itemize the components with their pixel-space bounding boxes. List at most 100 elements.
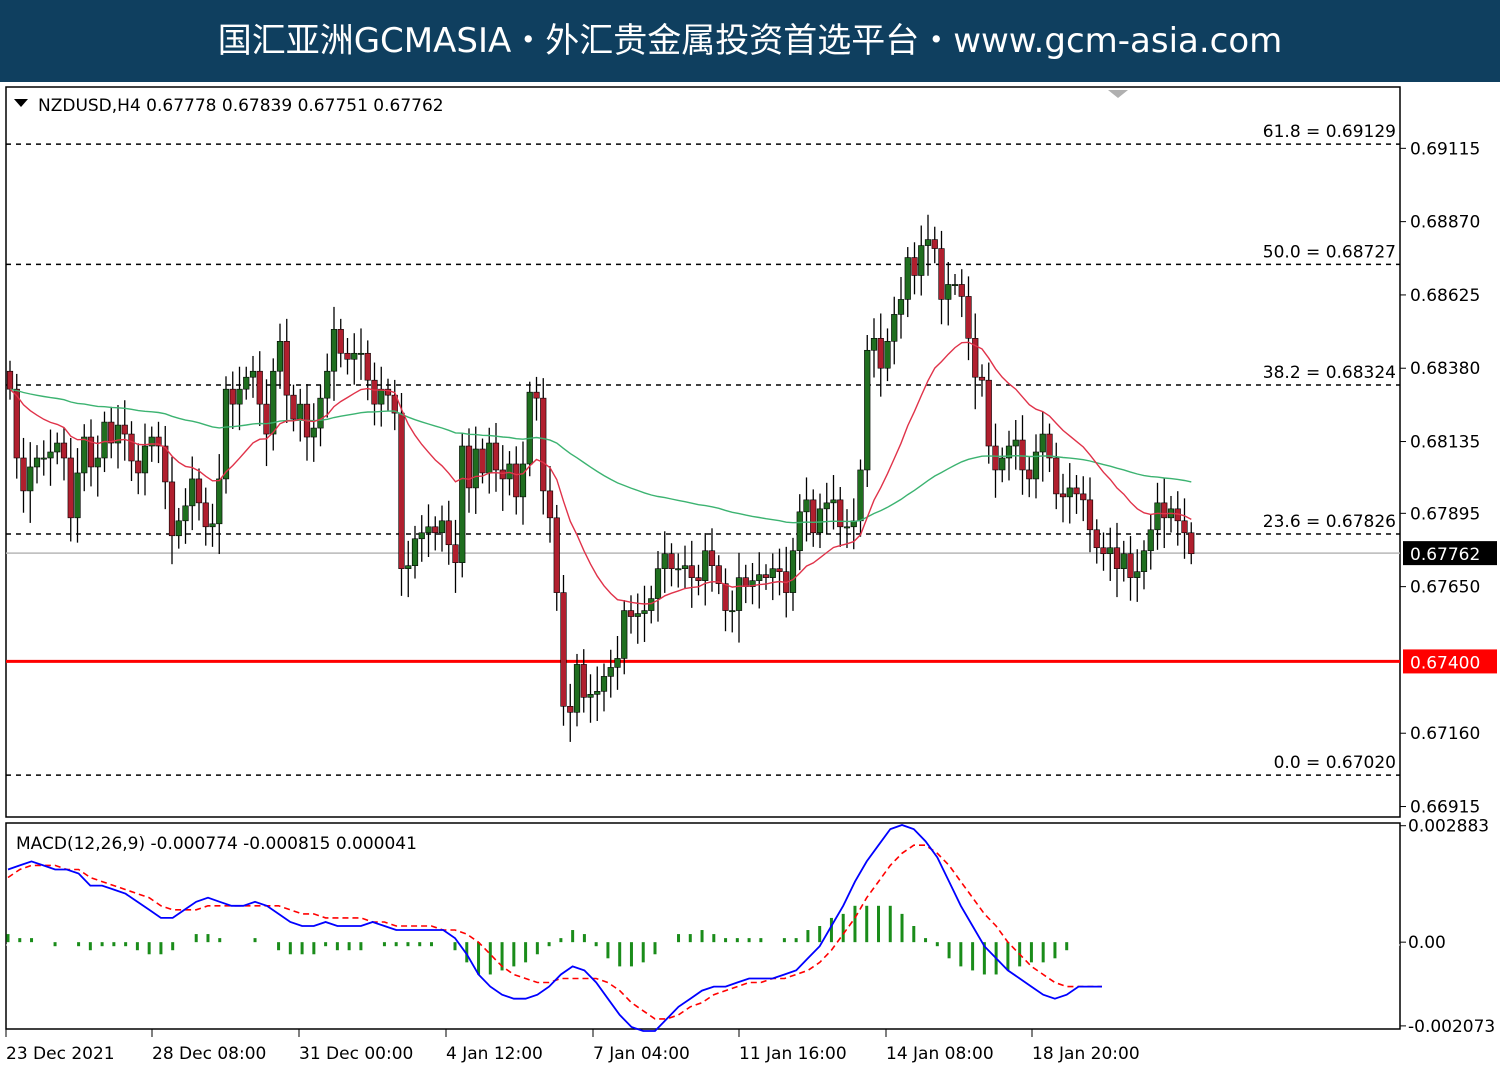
- candle-up: [1005, 445, 1013, 459]
- candle-up: [519, 463, 527, 498]
- candle-down: [958, 284, 965, 297]
- time-axis-label: 28 Dec 08:00: [152, 1044, 266, 1064]
- candle-up: [1039, 433, 1046, 453]
- candle-down: [1113, 547, 1121, 569]
- time-axis-label: 7 Jan 04:00: [593, 1044, 690, 1064]
- macd-axis-label: 0.00: [1408, 933, 1446, 953]
- time-axis-label: 11 Jan 16:00: [739, 1044, 847, 1064]
- candle-up: [236, 388, 243, 405]
- candle-up: [357, 352, 365, 355]
- candle-down: [162, 445, 169, 483]
- candle-down: [452, 544, 459, 563]
- support-price-tag: [1403, 649, 1497, 674]
- ma-slow-line: [9, 388, 1192, 524]
- macd-main-line: [7, 824, 1102, 1032]
- candle-down: [837, 499, 844, 528]
- candle-up: [378, 388, 385, 405]
- candle-up: [654, 568, 662, 599]
- candle-down: [1073, 487, 1080, 495]
- candle-up: [330, 329, 338, 372]
- candle-up: [189, 478, 196, 507]
- candle-up: [729, 610, 736, 613]
- candle-down: [985, 379, 992, 447]
- candle-down: [60, 442, 68, 459]
- candle-down: [1059, 493, 1067, 498]
- candle-up: [216, 478, 223, 525]
- candle-up: [904, 257, 911, 300]
- candle-down: [384, 388, 392, 396]
- fib-level-label: 50.0 = 0.68727: [1263, 242, 1396, 262]
- candle-down: [688, 565, 695, 578]
- macd-axis-label: -0.002073: [1408, 1017, 1495, 1037]
- candle-down: [283, 341, 290, 396]
- candle-up: [1140, 550, 1148, 572]
- time-axis-label: 14 Jan 08:00: [886, 1044, 994, 1064]
- fib-level-label: 0.0 = 0.67020: [1274, 753, 1396, 773]
- price-axis-label: 0.68135: [1410, 433, 1480, 453]
- price-axis-label: 0.68380: [1410, 359, 1480, 379]
- ma-fast-line: [9, 341, 1192, 605]
- candle-down: [67, 457, 74, 519]
- candle-up: [1107, 547, 1114, 555]
- candle-up: [1154, 502, 1161, 531]
- candle-up: [891, 314, 898, 342]
- price-pane: 61.8 = 0.69129 50.0 = 0.68727 38.2 = 0.683…: [5, 86, 1401, 818]
- candle-down: [1019, 439, 1026, 471]
- candle-up: [594, 691, 601, 695]
- candle-down: [499, 469, 506, 480]
- candle-down: [1046, 433, 1053, 459]
- price-axis: 0.69115 0.68870 0.68625 0.68380 0.68135 0.678…: [1400, 139, 1497, 818]
- candle-down: [931, 239, 938, 249]
- candle-down: [1053, 457, 1060, 495]
- support-price-label: 0.67400: [1410, 653, 1480, 673]
- symbol-dropdown-icon[interactable]: [14, 99, 28, 107]
- candle-up: [506, 463, 513, 480]
- candle-down: [445, 520, 452, 546]
- shift-marker-icon[interactable]: [1108, 90, 1128, 98]
- candle-up: [634, 613, 641, 617]
- candle-down: [978, 376, 986, 381]
- candle-up: [735, 577, 743, 611]
- candle-down: [540, 397, 547, 492]
- candle-up: [816, 508, 824, 534]
- candle-down: [1188, 532, 1195, 555]
- candle-down: [492, 442, 500, 471]
- candle-up: [297, 403, 304, 420]
- candle-down: [877, 338, 884, 369]
- candle-up: [661, 553, 668, 569]
- candle-up: [796, 511, 803, 552]
- candle-up: [675, 568, 682, 571]
- price-axis-label: 0.68625: [1410, 286, 1480, 306]
- candle-up: [756, 574, 763, 581]
- candle-down: [1181, 520, 1188, 534]
- candle-down: [533, 391, 540, 399]
- candle-down: [87, 436, 95, 468]
- candle-down: [398, 412, 405, 569]
- candle-up: [114, 424, 122, 444]
- candle-down: [708, 550, 716, 566]
- candle-down: [695, 577, 702, 581]
- candle-up: [648, 598, 655, 611]
- time-axis: 23 Dec 2021 28 Dec 08:00 31 Dec 00:00 4 Jan…: [5, 1029, 1140, 1064]
- candle-up: [40, 457, 47, 460]
- candle-down: [256, 370, 263, 405]
- candle-down: [1026, 469, 1033, 480]
- candle-up: [587, 694, 594, 698]
- candle-up: [243, 376, 250, 390]
- fib-level-label: 23.6 = 0.67826: [1263, 512, 1396, 532]
- candle-down: [560, 592, 567, 707]
- candle-up: [351, 352, 358, 360]
- current-price-tag: [1403, 541, 1497, 566]
- candle-up: [276, 341, 284, 372]
- candle-up: [175, 520, 182, 537]
- candle-up: [33, 457, 41, 468]
- candle-up: [222, 388, 230, 480]
- candle-up: [209, 523, 216, 528]
- candle-up: [1134, 571, 1141, 578]
- price-axis-label: 0.67650: [1410, 578, 1480, 598]
- macd-header: MACD(12,26,9) -0.000774 -0.000815 0.0000…: [16, 834, 417, 854]
- candle-down: [465, 445, 473, 489]
- candle-down: [6, 370, 14, 390]
- candle-down: [1080, 493, 1087, 501]
- candle-up: [425, 526, 432, 534]
